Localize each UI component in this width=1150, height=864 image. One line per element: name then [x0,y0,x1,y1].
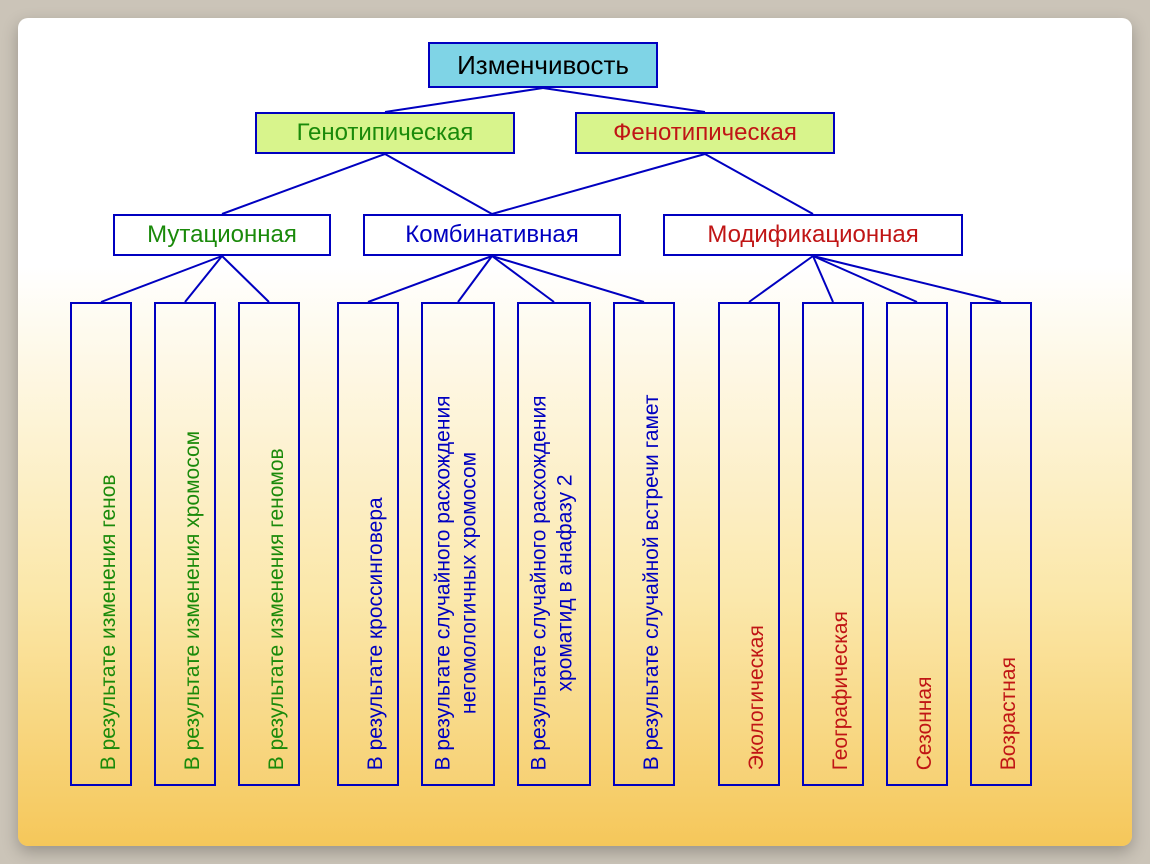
leaf-label-l9: Географическая [828,611,854,770]
leaf-l11: Возрастная [970,302,1032,786]
edge-root-geno [385,88,543,112]
leaf-label-l3: В результате изменения геномов [264,448,290,770]
leaf-l1: В результате изменения генов [70,302,132,786]
leaf-label-l10: Сезонная [912,676,938,770]
node-mutational-label: Мутационная [147,221,297,249]
leaf-label-l8: Экологическая [744,625,770,770]
leaf-label-l2: В результате изменения хромосом [180,431,206,770]
diagram-card: Изменчивость Генотипическая Фенотипическ… [18,18,1132,846]
page-background: Изменчивость Генотипическая Фенотипическ… [0,0,1150,864]
node-root-label: Изменчивость [457,50,629,81]
leaf-l8: Экологическая [718,302,780,786]
leaf-l9: Географическая [802,302,864,786]
edge-mut-l2 [185,256,222,302]
node-genotypic-label: Генотипическая [297,119,474,147]
leaf-l6: В результате случайного расхожденияхрома… [517,302,591,786]
edge-feno-mod [705,154,813,214]
leaf-l2: В результате изменения хромосом [154,302,216,786]
leaf-label-l1: В результате изменения генов [96,474,122,770]
leaf-label-l11: Возрастная [996,657,1022,770]
leaf-label-l5: В результате случайного расхождениянегом… [431,395,484,770]
leaf-l7: В результате случайной встречи гамет [613,302,675,786]
node-combinative: Комбинативная [363,214,621,256]
node-combinative-label: Комбинативная [405,221,579,249]
edge-geno-komb [385,154,492,214]
leaf-l4: В результате кроссинговера [337,302,399,786]
edge-mod-l8 [749,256,813,302]
node-root: Изменчивость [428,42,658,88]
edge-geno-mut [222,154,385,214]
edge-mod-l9 [813,256,833,302]
leaf-label-l7: В результате случайной встречи гамет [639,394,665,770]
node-phenotypic-label: Фенотипическая [613,119,797,147]
node-modificational-label: Модификационная [707,221,918,249]
edge-root-feno [543,88,705,112]
edge-mut-l1 [101,256,222,302]
edge-komb-l4 [368,256,492,302]
node-mutational: Мутационная [113,214,331,256]
edge-komb-l5 [458,256,492,302]
leaf-label-l4: В результате кроссинговера [363,497,389,770]
edge-komb-l7 [492,256,644,302]
edge-mod-l10 [813,256,917,302]
edge-mod-l11 [813,256,1001,302]
edge-mut-l3 [222,256,269,302]
node-modificational: Модификационная [663,214,963,256]
node-genotypic: Генотипическая [255,112,515,154]
edge-komb-l6 [492,256,554,302]
leaf-label-l6: В результате случайного расхожденияхрома… [527,395,580,770]
leaf-l5: В результате случайного расхождениянегом… [421,302,495,786]
leaf-l3: В результате изменения геномов [238,302,300,786]
node-phenotypic: Фенотипическая [575,112,835,154]
leaf-l10: Сезонная [886,302,948,786]
edge-feno-komb [492,154,705,214]
